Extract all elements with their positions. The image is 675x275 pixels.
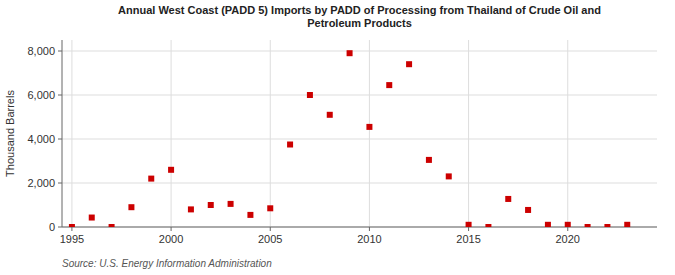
- y-axis-label: Thousand Barrels: [4, 90, 16, 177]
- x-tick-label: 2015: [456, 233, 480, 245]
- source: Source: U.S. Energy Information Administ…: [62, 258, 272, 269]
- x-tick-label: 1995: [60, 233, 84, 245]
- point: [466, 222, 472, 227]
- y-axis-line: [62, 40, 63, 227]
- point: [307, 92, 313, 98]
- y-tick-label: 8,000: [27, 45, 55, 57]
- point: [585, 224, 591, 227]
- point: [386, 82, 392, 88]
- grid: [62, 40, 657, 227]
- point: [287, 142, 293, 148]
- point: [168, 167, 174, 173]
- x-grid-line: [567, 40, 568, 227]
- y-tick-label: 6,000: [27, 89, 55, 101]
- point: [366, 124, 372, 130]
- x-grid-line: [270, 40, 271, 227]
- y-tick: [58, 227, 62, 228]
- point: [228, 201, 234, 207]
- x-tick: [171, 227, 172, 231]
- x-tick: [71, 227, 72, 231]
- y-tick: [58, 139, 62, 140]
- x-tick-label: 2000: [159, 233, 183, 245]
- point: [208, 202, 214, 208]
- point: [604, 224, 610, 227]
- point: [347, 50, 353, 56]
- point: [89, 215, 95, 221]
- x-grid-line: [71, 40, 72, 227]
- points: [69, 50, 630, 227]
- x-tick-label: 2005: [258, 233, 282, 245]
- y-tick-label: 2,000: [27, 177, 55, 189]
- x-tick: [468, 227, 469, 231]
- point: [327, 112, 333, 118]
- point: [148, 176, 154, 182]
- point: [505, 196, 511, 202]
- x-grid-line: [171, 40, 172, 227]
- x-tick: [567, 227, 568, 231]
- y-tick-label: 0: [49, 221, 55, 233]
- x-grid-line: [468, 40, 469, 227]
- x-tick: [270, 227, 271, 231]
- point: [188, 206, 194, 212]
- point: [624, 222, 630, 227]
- point: [109, 224, 115, 227]
- title-line: Annual West Coast (PADD 5) Imports by PA…: [118, 4, 601, 16]
- title-line: Petroleum Products: [307, 17, 412, 29]
- point: [565, 222, 571, 227]
- point: [247, 212, 253, 218]
- y-tick: [58, 51, 62, 52]
- y-tick-label: 4,000: [27, 133, 55, 145]
- x-tick-label: 2020: [556, 233, 580, 245]
- x-tick-label: 2010: [357, 233, 381, 245]
- point: [545, 222, 551, 227]
- y-tick: [58, 183, 62, 184]
- point: [69, 224, 75, 227]
- chart: Annual West Coast (PADD 5) Imports by PA…: [0, 0, 675, 275]
- x-tick: [369, 227, 370, 231]
- x-grid-line: [369, 40, 370, 227]
- point: [485, 224, 491, 227]
- point: [426, 157, 432, 163]
- point: [446, 173, 452, 179]
- point: [267, 205, 273, 211]
- y-tick: [58, 95, 62, 96]
- title: Annual West Coast (PADD 5) Imports by PA…: [118, 4, 601, 29]
- point: [406, 61, 412, 67]
- point: [525, 207, 531, 213]
- point: [128, 204, 134, 210]
